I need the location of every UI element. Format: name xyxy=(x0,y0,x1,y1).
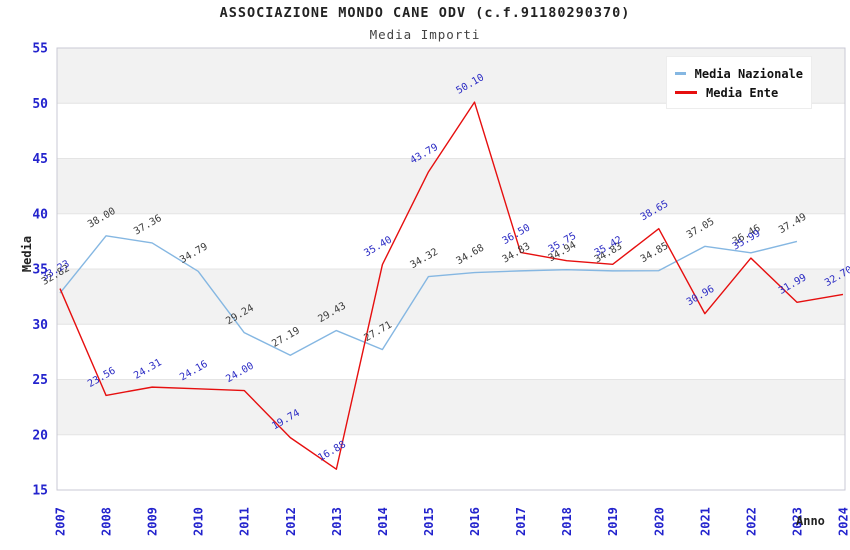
series-line xyxy=(59,101,844,470)
y-tick-label: 35 xyxy=(32,263,48,278)
x-tick-label: 2023 xyxy=(790,507,804,536)
x-tick-label: 2021 xyxy=(698,507,712,536)
x-tick-label: 2022 xyxy=(744,507,758,536)
plot-band xyxy=(57,103,845,159)
x-tick-label: 2012 xyxy=(284,507,298,536)
y-axis-title: Media xyxy=(20,235,34,273)
x-axis-title: Anno xyxy=(796,514,825,528)
chart-title: ASSOCIAZIONE MONDO CANE ODV (c.f.9118029… xyxy=(219,5,631,21)
chart-subtitle: Media Importi xyxy=(369,27,481,42)
x-tick-label: 2013 xyxy=(330,507,344,536)
y-tick-label: 20 xyxy=(32,428,48,443)
y-tick-label: 50 xyxy=(32,97,48,112)
x-tick-label: 2018 xyxy=(560,507,574,536)
y-tick-label: 30 xyxy=(32,318,48,333)
x-tick-label: 2016 xyxy=(468,507,482,536)
plot-band xyxy=(57,269,845,325)
x-tick-label: 2011 xyxy=(238,507,252,536)
plot-band xyxy=(57,213,845,269)
x-tick-label: 2009 xyxy=(146,507,160,536)
x-tick-label: 2019 xyxy=(606,507,620,536)
series-line xyxy=(59,235,798,357)
x-tick-label: 2024 xyxy=(837,507,850,536)
legend-item-ente: Media Ente xyxy=(675,83,803,102)
y-tick-label: 15 xyxy=(32,484,48,499)
plot-band xyxy=(57,324,845,380)
legend-item-nazionale: Media Nazionale xyxy=(675,64,803,83)
legend-box: Media Nazionale Media Ente xyxy=(666,56,812,109)
plot-band xyxy=(57,434,845,490)
y-tick-label: 55 xyxy=(32,42,48,57)
x-tick-label: 2008 xyxy=(100,507,114,536)
x-tick-label: 2007 xyxy=(54,507,68,536)
y-tick-label: 25 xyxy=(32,373,48,388)
nazionale-line-swatch-icon xyxy=(675,72,686,75)
x-tick-label: 2014 xyxy=(376,507,390,536)
plot-border xyxy=(56,47,846,491)
ente-line-swatch-icon xyxy=(675,91,697,94)
legend-label: Media Nazionale xyxy=(694,66,803,81)
legend-label: Media Ente xyxy=(706,85,779,100)
x-tick-label: 2015 xyxy=(422,507,436,536)
x-tick-label: 2010 xyxy=(192,507,206,536)
x-tick-label: 2017 xyxy=(514,507,528,536)
y-tick-label: 40 xyxy=(32,207,48,222)
plot-band xyxy=(57,158,845,214)
y-tick-label: 45 xyxy=(32,152,48,167)
x-tick-label: 2020 xyxy=(652,507,666,536)
